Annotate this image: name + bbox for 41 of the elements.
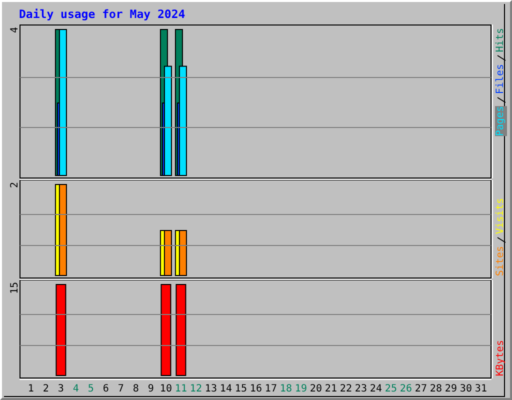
x-tick-label: 18 [280,384,292,394]
x-tick-label: 28 [430,384,442,394]
x-tick-label: 12 [190,384,202,394]
x-tick-label: 20 [310,384,322,394]
x-tick-label: 23 [354,384,367,394]
x-tick-label: 16 [250,384,262,394]
x-tick-label: 26 [400,384,412,394]
x-tick-label: 7 [118,384,124,394]
annotation: 4 [10,27,20,34]
x-tick-label: 11 [174,384,187,394]
text: KBytes [495,340,507,376]
x-tick-label: 13 [204,384,217,394]
x-tick-label: 29 [444,384,457,394]
annotation: 2 [10,182,20,188]
x-tick-label: 4 [72,384,79,394]
annotation: 15 [10,282,20,294]
legend-label: Files [495,64,507,94]
x-tick-label: 31 [474,384,487,394]
legend-label: Pages [495,106,507,136]
x-tick-label: 22 [340,384,352,394]
x-tick-label: 1 [28,384,34,394]
x-tick-label: 8 [132,384,139,394]
x-tick-label: 3 [58,384,64,394]
chart-title: Daily usage for May 2024 [19,7,186,21]
x-tick-label: 15 [234,384,247,394]
x-tick-label: 2 [42,384,49,394]
x-tick-label: 6 [102,384,109,394]
x-tick-label: 24 [370,384,382,394]
text: Visits [495,198,507,234]
x-tick-label: 25 [384,384,397,394]
x-tick-label: 21 [324,384,337,394]
x-tick-label: 14 [220,384,232,394]
x-tick-label: 17 [264,384,277,394]
legend-label: Sites [495,246,507,276]
x-tick-label: 27 [414,384,427,394]
x-tick-label: 9 [148,384,154,394]
x-tick-label: 30 [460,384,472,394]
x-tick-label: 5 [88,384,94,394]
text: Hits [495,28,507,52]
x-tick-label: 19 [294,384,307,394]
x-tick-label: 10 [160,384,172,394]
